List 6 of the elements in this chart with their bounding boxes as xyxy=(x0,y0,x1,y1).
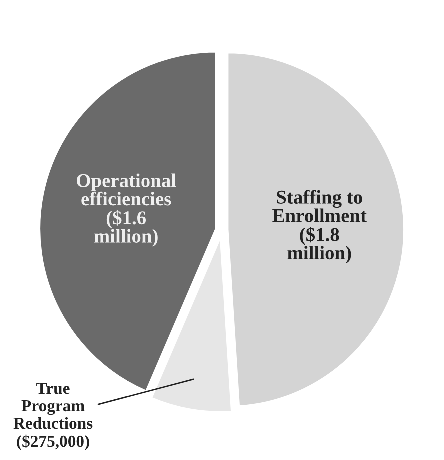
slice-label: Operational efficiencies xyxy=(77,174,176,206)
slice-label: Staffing to Enrollment xyxy=(272,190,367,222)
data-label: ($1.8 million) xyxy=(288,227,352,264)
slice-label: True Program Reductions xyxy=(14,383,93,430)
data-label: ($275,000) xyxy=(17,434,90,451)
data-label: ($1.6 million) xyxy=(94,210,158,247)
